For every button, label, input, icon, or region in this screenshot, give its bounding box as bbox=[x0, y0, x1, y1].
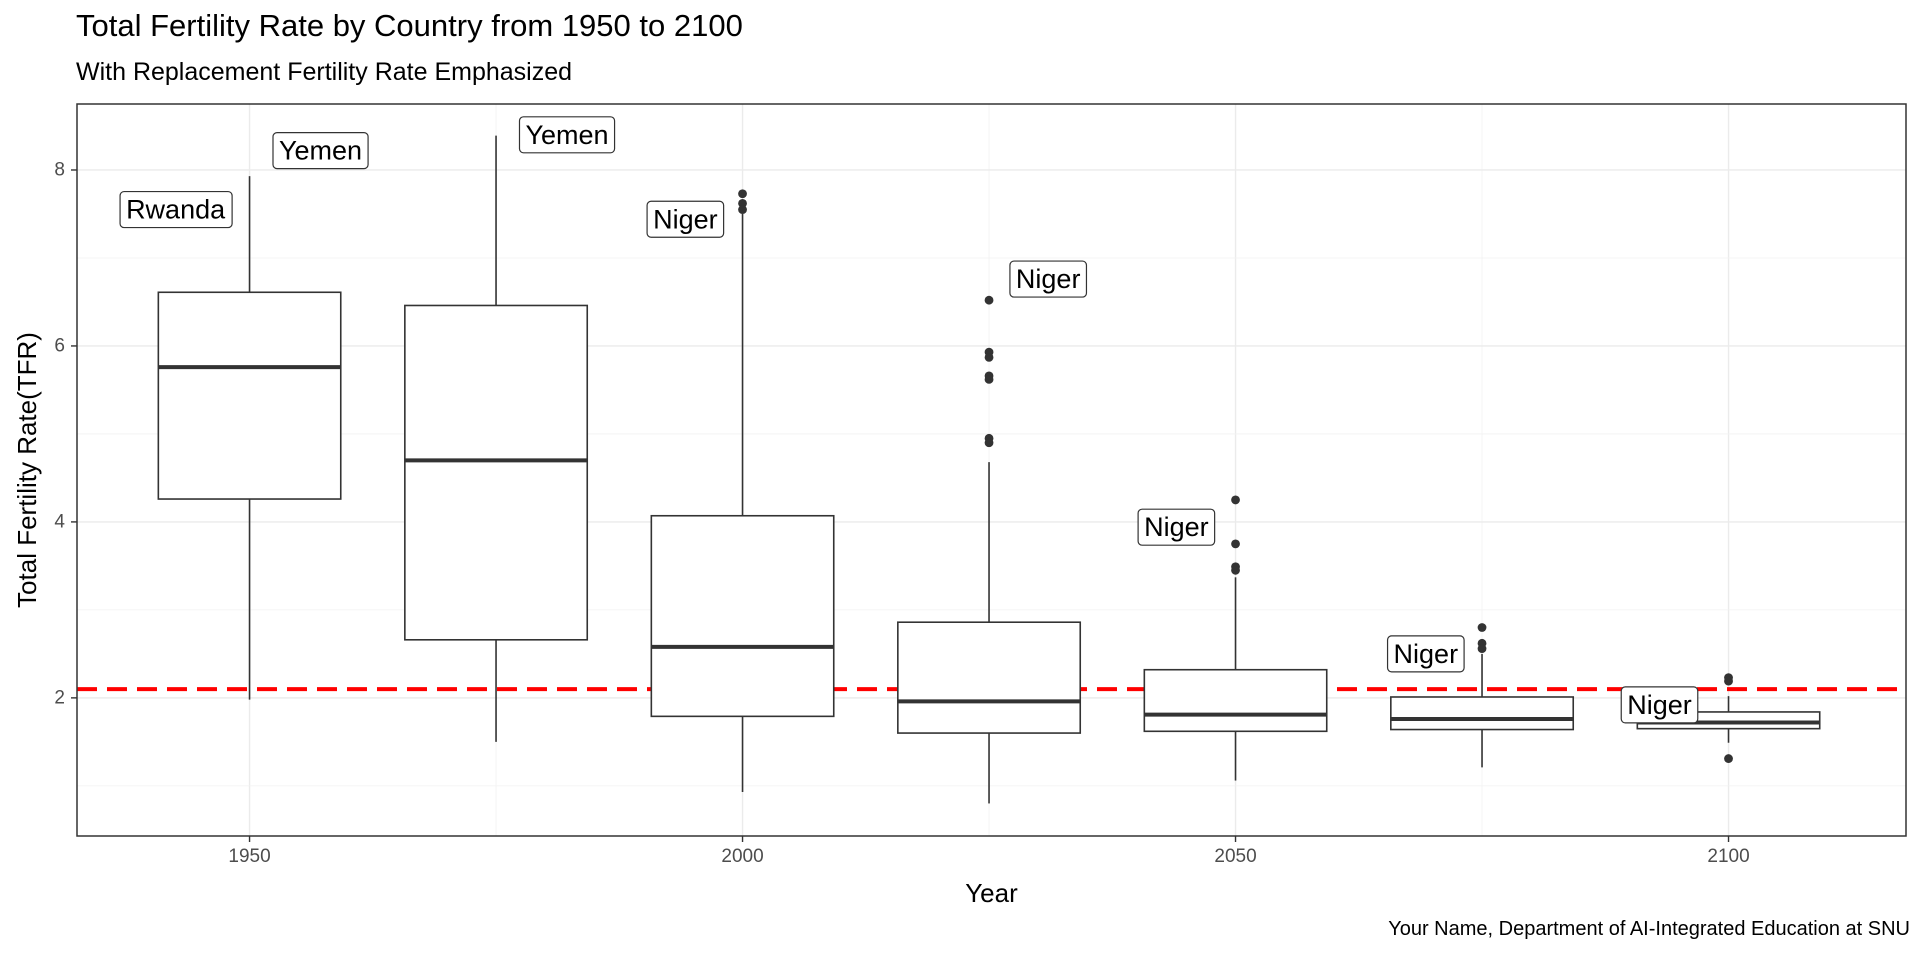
y-tick-label: 4 bbox=[54, 511, 65, 532]
annotation-label: Yemen bbox=[518, 116, 616, 154]
iqr-box bbox=[650, 514, 835, 718]
annotation-layer: Rwanda Yemen Yemen Niger Niger Niger Niger Nige… bbox=[119, 116, 1699, 724]
chart-subtitle: With Replacement Fertility Rate Emphasiz… bbox=[76, 58, 573, 86]
box-2000 bbox=[650, 189, 835, 793]
outlier-point bbox=[1231, 565, 1240, 575]
outlier-point bbox=[984, 438, 994, 448]
annotation-text: Yemen bbox=[525, 120, 608, 150]
iqr-box bbox=[157, 291, 342, 500]
chart-caption: Your Name, Department of AI-Integrated E… bbox=[1388, 918, 1910, 940]
annotation-label: Niger bbox=[1137, 508, 1216, 546]
chart-title: Total Fertility Rate by Country from 195… bbox=[76, 8, 743, 43]
box-2025 bbox=[897, 295, 1082, 804]
annotation-text: Rwanda bbox=[126, 195, 226, 225]
annotation-text: Yemen bbox=[279, 136, 362, 166]
annotation-box bbox=[646, 200, 725, 238]
annotation-label: Niger bbox=[646, 200, 725, 238]
outlier-point bbox=[1477, 644, 1487, 654]
axis-layer: 1950 2000 2050 2100 2 4 6 8 bbox=[54, 159, 1749, 867]
outlier-point bbox=[1477, 623, 1487, 632]
annotation-box bbox=[119, 190, 233, 229]
x-tick-label: 2000 bbox=[721, 846, 763, 867]
annotation-text: Niger bbox=[1016, 264, 1081, 294]
annotation-box bbox=[518, 116, 616, 154]
panel-border bbox=[76, 103, 1907, 837]
outlier-point bbox=[738, 199, 747, 208]
box-1950 bbox=[157, 176, 342, 700]
annotation-box bbox=[1009, 260, 1088, 298]
box-1975 bbox=[404, 135, 589, 742]
annotation-label: Yemen bbox=[272, 132, 369, 170]
annotation-box bbox=[272, 132, 369, 170]
annotation-text: Niger bbox=[653, 204, 718, 234]
box-2050 bbox=[1143, 495, 1328, 781]
iqr-box bbox=[1143, 668, 1328, 733]
annotation-box bbox=[1620, 686, 1699, 724]
outlier-point bbox=[984, 374, 994, 384]
annotation-label: Niger bbox=[1620, 686, 1699, 724]
annotation-text: Niger bbox=[1144, 512, 1209, 542]
y-axis-title: Total Fertility Rate(TFR) bbox=[12, 332, 42, 608]
annotation-box bbox=[1386, 635, 1465, 673]
x-axis-title: Year bbox=[965, 878, 1018, 908]
outlier-point bbox=[1231, 495, 1240, 505]
annotation-text: Niger bbox=[1394, 639, 1459, 669]
box-layer bbox=[157, 135, 1821, 804]
outlier-point bbox=[984, 352, 994, 362]
outlier-point bbox=[1724, 676, 1733, 686]
outlier-point bbox=[738, 189, 747, 199]
outlier-point bbox=[1231, 539, 1240, 549]
annotation-box bbox=[1137, 508, 1216, 546]
box-2075 bbox=[1390, 623, 1575, 768]
outlier-point bbox=[1724, 754, 1733, 763]
iqr-box bbox=[1390, 696, 1575, 731]
x-tick-label: 1950 bbox=[228, 846, 270, 867]
y-tick-label: 8 bbox=[54, 159, 65, 180]
outlier-point bbox=[984, 295, 994, 305]
x-tick-label: 2100 bbox=[1707, 846, 1749, 867]
annotation-label: Niger bbox=[1386, 635, 1465, 673]
y-tick-label: 6 bbox=[54, 335, 65, 356]
annotation-label: Rwanda bbox=[119, 190, 233, 229]
annotation-text: Niger bbox=[1627, 690, 1692, 720]
annotation-label: Niger bbox=[1009, 260, 1088, 298]
iqr-box bbox=[404, 304, 589, 641]
iqr-box bbox=[897, 621, 1082, 734]
x-tick-label: 2050 bbox=[1214, 846, 1256, 867]
outlier-point bbox=[738, 205, 747, 214]
y-tick-label: 2 bbox=[54, 687, 65, 708]
